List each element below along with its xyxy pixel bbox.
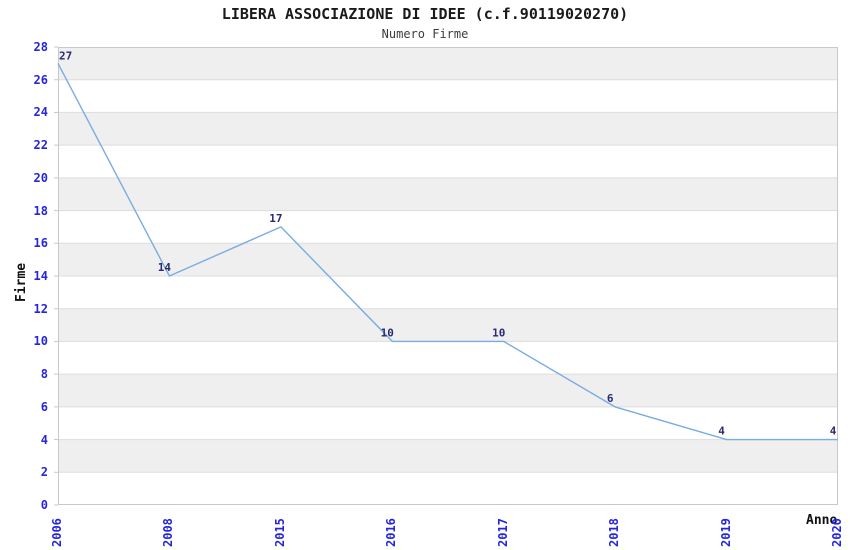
data-point-label: 17	[269, 212, 282, 225]
y-tick-label: 26	[33, 72, 48, 87]
data-point-label: 4	[718, 425, 725, 438]
y-tick-label: 14	[33, 269, 48, 283]
background-stripe	[58, 439, 838, 473]
y-tick-label: 18	[33, 203, 48, 218]
y-tick-label: 6	[40, 399, 48, 414]
background-stripe	[58, 308, 838, 342]
data-point-label: 27	[59, 49, 72, 62]
y-tick-label: 0	[40, 498, 48, 512]
y-tick-label: 10	[33, 334, 48, 349]
x-tick-label: 2020	[830, 518, 844, 547]
x-tick-label: 2018	[607, 518, 622, 547]
x-tick-label: 2015	[272, 518, 287, 547]
data-point-label: 10	[492, 326, 505, 339]
x-tick-label: 2017	[495, 518, 510, 547]
x-tick-label: 2019	[718, 518, 733, 547]
data-line	[57, 63, 838, 441]
data-point-label: 14	[158, 261, 172, 274]
data-point-label: 10	[381, 326, 394, 339]
y-tick-label: 12	[33, 301, 48, 316]
x-tick-label: 2008	[161, 518, 176, 547]
plot-border	[58, 47, 838, 505]
data-point-label: 6	[607, 392, 614, 405]
x-axis-label: Anno	[806, 513, 838, 528]
plot-svg: 27 14 17 10 10 6 4 4	[54, 46, 838, 506]
y-tick-label: 24	[33, 105, 48, 120]
chart-title: LIBERA ASSOCIAZIONE DI IDEE (c.f.9011902…	[221, 5, 629, 23]
y-tick-label: 20	[33, 170, 48, 185]
x-tick-label: 2016	[384, 518, 399, 547]
x-tick-label: 2006	[50, 518, 64, 547]
background-stripe	[58, 243, 838, 276]
background-stripe	[58, 177, 838, 211]
y-tick-label: 4	[40, 432, 48, 447]
background-stripe	[58, 374, 838, 407]
chart-subtitle: Numero Firme	[381, 27, 469, 41]
background-stripe	[58, 47, 838, 80]
plot-area: 27 14 17 10 10 6 4 4	[54, 46, 838, 506]
y-tick-label: 16	[33, 236, 48, 251]
background-stripe	[58, 112, 838, 146]
y-tick-label: 8	[40, 367, 48, 382]
data-point-label: 4	[830, 425, 837, 438]
y-tick-label: 2	[40, 465, 48, 480]
y-tick-label: 22	[33, 138, 48, 153]
y-tick-label: 28	[33, 40, 48, 54]
